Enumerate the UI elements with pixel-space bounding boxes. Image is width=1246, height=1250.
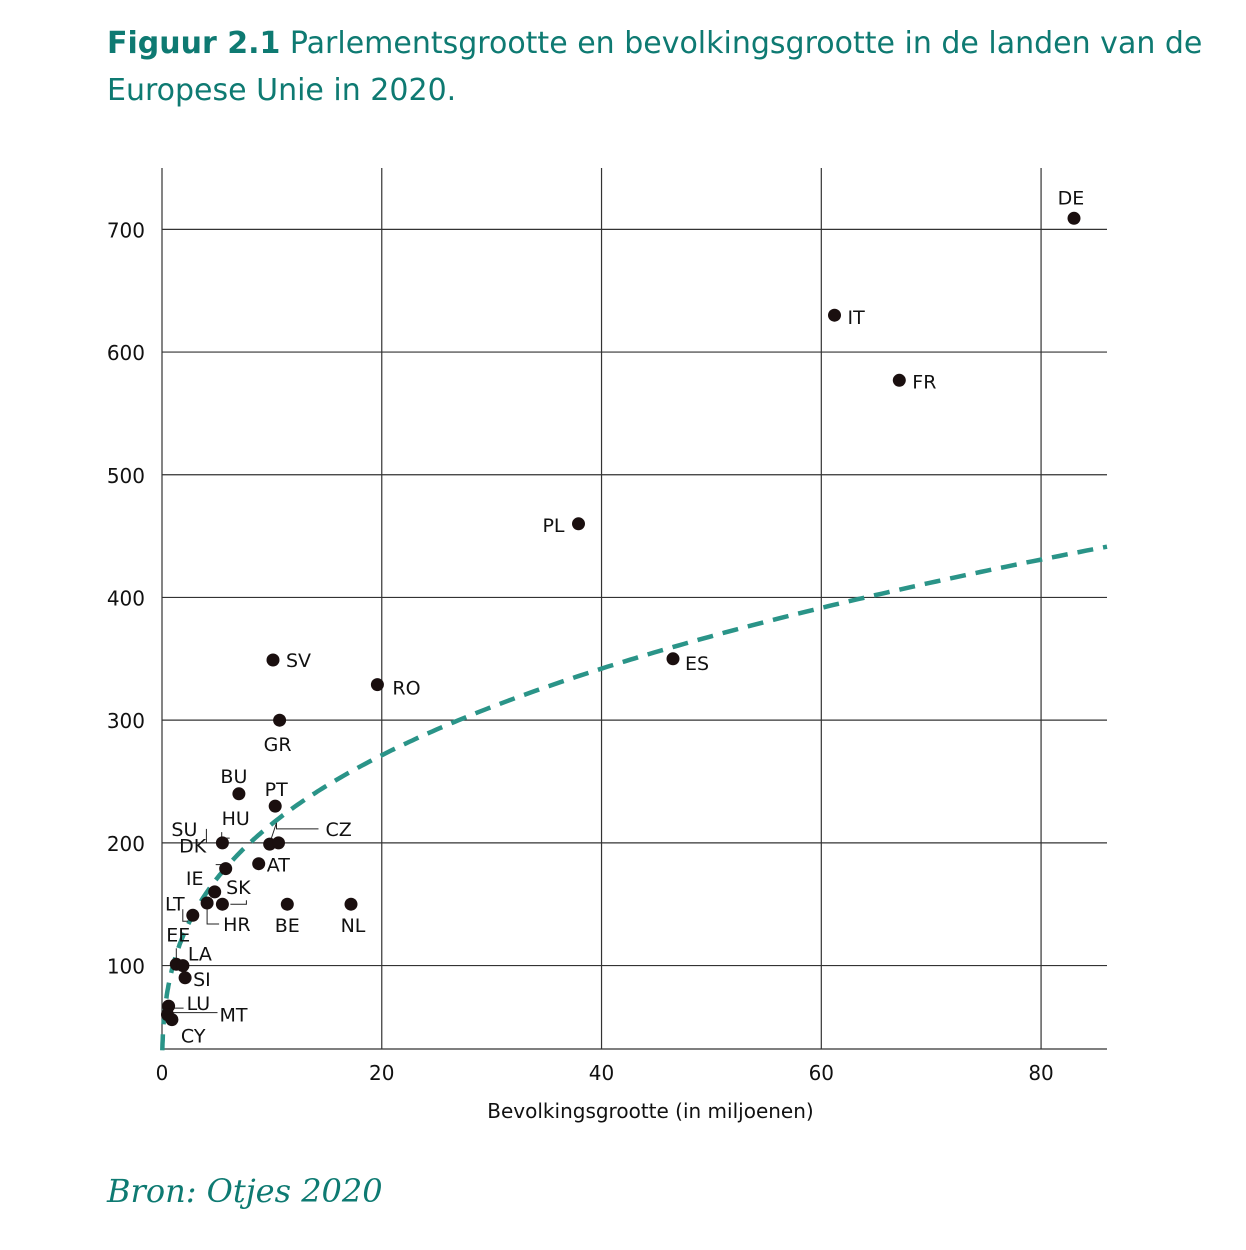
- point-lt: [186, 908, 200, 922]
- y-tick-label: 100: [107, 955, 145, 979]
- point-label-dk: DK: [179, 836, 207, 858]
- point-label-nl: NL: [341, 915, 366, 937]
- point-label-hu: HU: [222, 808, 250, 830]
- point-su: [215, 836, 229, 850]
- point-label-be: BE: [275, 915, 300, 937]
- point-fr: [892, 373, 906, 387]
- leader-line-sk: [230, 900, 247, 905]
- point-label-at: AT: [267, 855, 291, 877]
- point-label-it: IT: [848, 307, 866, 329]
- source-note: Bron: Otjes 2020: [107, 1172, 383, 1210]
- point-cz: [272, 836, 285, 850]
- point-nl: [344, 897, 358, 911]
- point-label-gr: GR: [264, 734, 292, 756]
- point-label-sk: SK: [226, 877, 251, 899]
- x-tick-label: 60: [809, 1061, 834, 1085]
- point-label-ro: RO: [392, 678, 420, 700]
- point-es: [666, 652, 680, 666]
- y-tick-label: 500: [107, 464, 145, 488]
- grid-lines: [161, 168, 1107, 1050]
- y-tick-label: 200: [107, 832, 145, 856]
- leader-line-cz: [270, 822, 319, 842]
- point-label-fr: FR: [912, 371, 936, 393]
- y-tick-label: 400: [107, 586, 145, 610]
- point-label-de: DE: [1058, 187, 1085, 209]
- point-ie: [208, 885, 222, 899]
- point-it: [828, 308, 841, 322]
- y-tick-label: 700: [107, 218, 145, 242]
- trend-line: [160, 544, 1108, 1051]
- point-label-lt: LT: [165, 893, 185, 915]
- axis-ticks: 0 20 40 60 80 100 200 300 400 500 600 700: [107, 218, 1054, 1085]
- point-label-ie: IE: [186, 868, 204, 890]
- figure-label: Figuur 2.1: [107, 26, 281, 61]
- point-label-si: SI: [193, 969, 211, 991]
- point-label-pt: PT: [265, 779, 288, 801]
- y-tick-label: 600: [107, 341, 145, 365]
- point-label-hr: HR: [223, 914, 251, 936]
- point-gr: [273, 713, 287, 727]
- figure-caption: Figuur 2.1 Parlementsgrootte en bevolkin…: [107, 20, 1207, 114]
- point-hr: [200, 896, 214, 910]
- point-label-cy: CY: [181, 1026, 206, 1048]
- point-label-sv: SV: [286, 650, 311, 672]
- point-pl: [572, 517, 585, 531]
- point-at: [252, 857, 266, 871]
- point-sv: [266, 653, 280, 667]
- y-tick-label: 300: [107, 709, 145, 733]
- point-label-pl: PL: [542, 515, 564, 537]
- point-dk: [219, 862, 233, 876]
- x-axis-label: Bevolkingsgrootte (in miljoenen): [487, 1099, 813, 1123]
- point-label-mt: MT: [220, 1005, 248, 1027]
- point-de: [1067, 211, 1081, 225]
- x-tick-label: 40: [589, 1061, 614, 1085]
- x-tick-label: 80: [1028, 1061, 1053, 1085]
- leader-line-hr: [206, 903, 220, 925]
- point-ro: [370, 678, 384, 692]
- point-be: [280, 897, 294, 911]
- point-label-lu: LU: [187, 993, 211, 1015]
- point-pt: [268, 799, 282, 813]
- point-label-bu: BU: [220, 766, 247, 788]
- point-sk: [215, 897, 229, 911]
- point-label-la: LA: [188, 944, 212, 966]
- point-label-es: ES: [685, 653, 709, 675]
- point-cy: [165, 1013, 179, 1027]
- point-la: [176, 959, 190, 973]
- figure-title: Parlementsgrootte en bevolkingsgrootte i…: [107, 26, 1203, 108]
- leader-lines: [166, 822, 319, 1020]
- point-label-ee: EE: [166, 924, 190, 946]
- point-si: [178, 971, 192, 985]
- x-tick-label: 20: [369, 1061, 394, 1085]
- point-label-su: SU: [171, 819, 197, 841]
- point-bu: [232, 787, 246, 801]
- x-tick-label: 0: [156, 1061, 169, 1085]
- point-label-cz: CZ: [326, 819, 352, 841]
- leader-line-lt: [182, 909, 188, 922]
